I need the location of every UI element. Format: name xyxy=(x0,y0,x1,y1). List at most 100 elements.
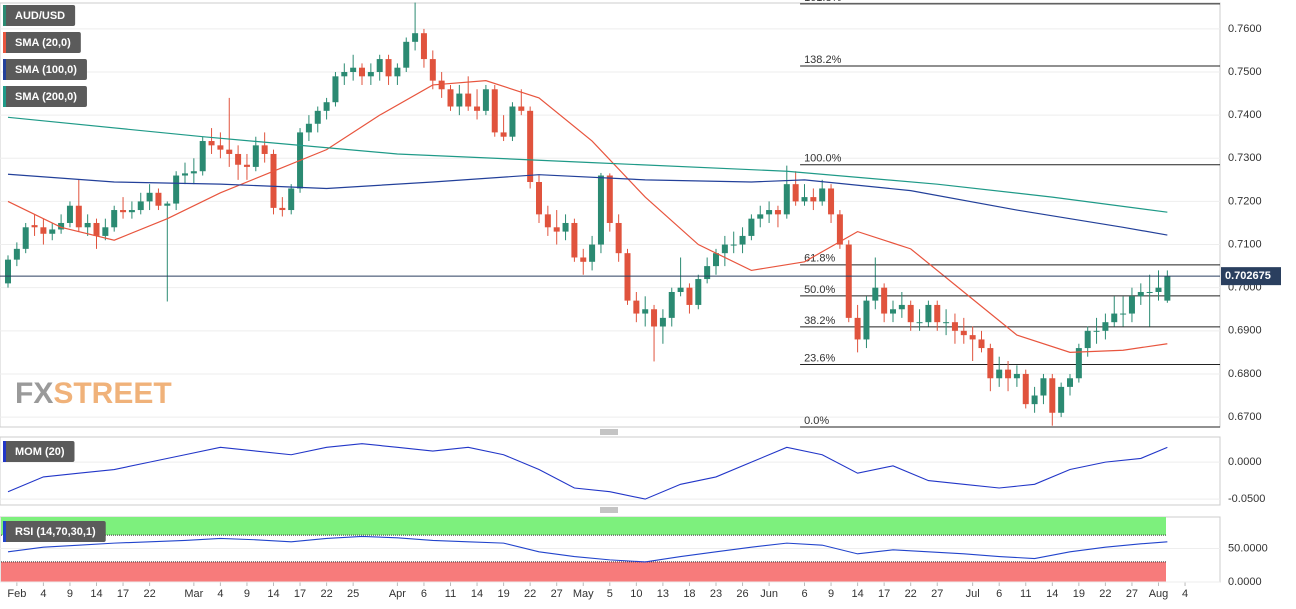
oversold-band xyxy=(1,561,1166,582)
legend-box xyxy=(3,86,87,107)
fib-label: 38.2% xyxy=(804,315,835,327)
x-tick-label: 9 xyxy=(828,588,834,600)
candle-body xyxy=(385,59,392,77)
sma-line xyxy=(7,173,1168,236)
panel-grip[interactable] xyxy=(600,507,618,513)
candle-body xyxy=(314,110,321,124)
candle-body xyxy=(1049,378,1056,413)
legend-item[interactable]: AUD/USD xyxy=(3,5,76,26)
x-tick-label: 9 xyxy=(67,588,73,600)
x-tick-label: Apr xyxy=(389,588,406,600)
candle-body xyxy=(854,317,861,340)
candle-body xyxy=(544,214,551,228)
x-tick-label: 4 xyxy=(217,588,223,600)
candle-body xyxy=(482,89,489,111)
y-tick-label: 0.6700 xyxy=(1228,411,1262,423)
candle-body xyxy=(766,210,773,215)
sma-line xyxy=(7,116,1168,213)
candle-body xyxy=(208,141,215,146)
candle-body xyxy=(721,244,728,254)
x-tick-label: 4 xyxy=(40,588,46,600)
y-tick-label: 0.7500 xyxy=(1228,66,1262,78)
y-tick-label: 50.0000 xyxy=(1228,542,1268,554)
legend-swatch xyxy=(3,521,6,542)
y-tick-label: 0.7200 xyxy=(1228,195,1262,207)
candle-body xyxy=(562,222,569,232)
candle-body xyxy=(597,175,604,245)
candle-body xyxy=(748,218,755,236)
candle-body xyxy=(686,287,693,305)
candle-body xyxy=(1128,296,1135,314)
legend-swatch xyxy=(3,5,6,26)
legend-item[interactable]: SMA (200,0) xyxy=(3,86,87,107)
candle-body xyxy=(881,287,888,314)
watermark: FXSTREET xyxy=(15,377,172,410)
candle-body xyxy=(934,304,941,323)
candle-body xyxy=(1058,386,1065,413)
x-tick-label: 27 xyxy=(551,588,563,600)
candle-body xyxy=(1005,369,1012,379)
candle-body xyxy=(651,309,658,327)
candle-body xyxy=(1031,395,1038,405)
legend-item[interactable]: RSI (14,70,30,1) xyxy=(3,521,106,542)
candle-body xyxy=(403,41,410,68)
candle-body xyxy=(1155,287,1162,292)
candle-body xyxy=(606,175,613,223)
legend-swatch xyxy=(3,441,6,462)
candle-body xyxy=(792,184,799,202)
candle-body xyxy=(580,257,587,262)
x-tick-label: Jun xyxy=(760,588,778,600)
candle-body xyxy=(836,214,843,245)
candle-body xyxy=(111,210,118,228)
candle-body xyxy=(305,123,312,133)
legend-item[interactable]: SMA (100,0) xyxy=(3,59,87,80)
candle-body xyxy=(456,93,463,107)
y-tick-label: 0.6800 xyxy=(1228,368,1262,380)
panel-grip[interactable] xyxy=(600,429,618,435)
overbought-band xyxy=(1,517,1166,536)
candle-body xyxy=(58,222,65,230)
legend-label: SMA (100,0) xyxy=(15,64,77,76)
candle-body xyxy=(1111,313,1118,323)
mom-panel xyxy=(0,436,1221,506)
candle-body xyxy=(1075,348,1082,379)
x-tick-label: 14 xyxy=(1046,588,1058,600)
candle-body xyxy=(536,182,542,215)
candle-body xyxy=(1120,313,1127,315)
x-tick-label: Aug xyxy=(1149,588,1169,600)
candle-body xyxy=(898,304,905,310)
candle-body xyxy=(828,188,835,215)
candle-body xyxy=(84,222,91,228)
x-tick-label: 22 xyxy=(524,588,536,600)
candle-body xyxy=(22,227,29,249)
candle-body xyxy=(589,244,596,262)
legend-item[interactable]: MOM (20) xyxy=(3,441,75,462)
candle-body xyxy=(128,210,135,213)
candle-body xyxy=(783,184,790,215)
candle-body xyxy=(571,222,578,258)
x-tick-label: 10 xyxy=(630,588,642,600)
y-tick-label: 0.0000 xyxy=(1228,456,1262,468)
candle-body xyxy=(102,227,109,236)
y-tick-label: 0.7100 xyxy=(1228,238,1262,250)
candle-body xyxy=(49,229,56,234)
candle-body xyxy=(500,132,507,137)
candle-body xyxy=(863,300,870,340)
candle-body xyxy=(1137,291,1144,297)
fib-label: 100.0% xyxy=(804,153,842,165)
legend-item[interactable]: SMA (20,0) xyxy=(3,32,81,53)
last-price-box xyxy=(1221,267,1281,286)
candle-body xyxy=(819,188,826,202)
candle-body xyxy=(509,106,516,137)
x-tick-label: 13 xyxy=(657,588,669,600)
x-tick-label: 5 xyxy=(607,588,613,600)
x-tick-label: 6 xyxy=(996,588,1002,600)
candle-body xyxy=(916,322,923,324)
candle-body xyxy=(801,197,808,202)
watermark-part: FX xyxy=(15,377,53,410)
candle-body xyxy=(1084,330,1091,349)
legend-box xyxy=(3,441,75,462)
y-tick-label: 0.6900 xyxy=(1228,325,1262,337)
fib-label: 61.8% xyxy=(804,253,835,265)
candle-body xyxy=(243,164,250,167)
